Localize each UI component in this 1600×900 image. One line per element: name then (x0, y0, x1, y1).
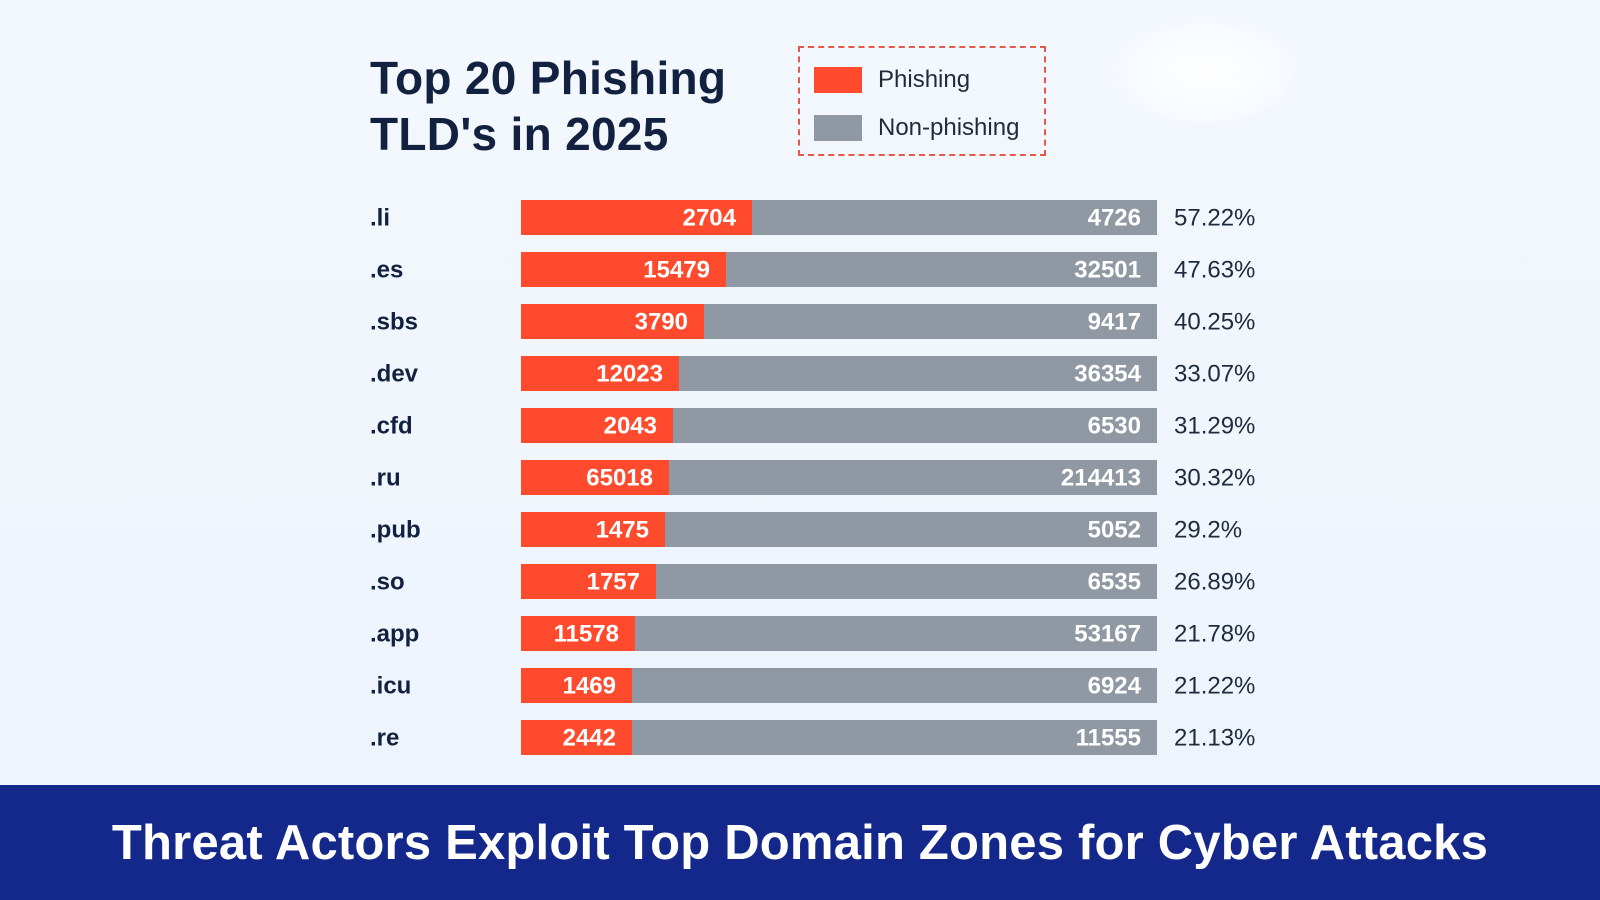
bar-non-phishing (673, 408, 1157, 443)
phishing-value-label: 2704 (683, 205, 737, 232)
bar-phishing (521, 200, 752, 235)
bar-phishing (521, 616, 635, 651)
tld-label: .li (370, 205, 390, 232)
percentage-label: 21.78% (1174, 621, 1255, 648)
phishing-value-label: 65018 (586, 465, 653, 492)
decorative-glow (1110, 18, 1300, 128)
tld-label: .dev (370, 361, 419, 388)
phishing-value-label: 2442 (563, 725, 616, 752)
tld-label: .icu (370, 673, 411, 700)
non-phishing-value-label: 6535 (1088, 569, 1141, 596)
chart-title-line-2: TLD's in 2025 (370, 108, 669, 160)
bar-non-phishing (726, 252, 1157, 287)
phishing-value-label: 1469 (563, 673, 616, 700)
bar-non-phishing (656, 564, 1157, 599)
phishing-value-label: 1757 (587, 569, 640, 596)
legend-label-phishing: Phishing (878, 66, 971, 93)
non-phishing-value-label: 11555 (1076, 725, 1141, 752)
tld-label: .re (370, 725, 399, 752)
chart-legend: Phishing Non-phishing (798, 46, 1046, 156)
bar-phishing (521, 356, 679, 391)
tld-label: .sbs (370, 309, 418, 336)
percentage-label: 30.32% (1174, 465, 1255, 492)
phishing-value-label: 3790 (635, 309, 688, 336)
non-phishing-value-label: 53167 (1074, 621, 1141, 648)
tld-label: .cfd (370, 413, 413, 440)
non-phishing-value-label: 5052 (1088, 517, 1141, 544)
tld-label: .so (370, 569, 405, 596)
bar-non-phishing (669, 460, 1157, 495)
tld-label: .ru (370, 465, 401, 492)
phishing-value-label: 15479 (643, 257, 710, 284)
non-phishing-value-label: 6924 (1088, 673, 1142, 700)
bar-non-phishing (665, 512, 1157, 547)
phishing-value-label: 12023 (596, 361, 663, 388)
bar-phishing (521, 512, 665, 547)
legend-swatch-phishing (814, 67, 862, 93)
non-phishing-value-label: 4726 (1088, 205, 1141, 232)
bar-phishing (521, 460, 669, 495)
legend-item-phishing: Phishing (814, 66, 970, 94)
bar-non-phishing (704, 304, 1157, 339)
percentage-label: 21.22% (1174, 673, 1255, 700)
tld-label: .pub (370, 517, 421, 544)
percentage-label: 31.29% (1174, 413, 1255, 440)
headline-banner: Threat Actors Exploit Top Domain Zones f… (0, 785, 1600, 900)
bar-phishing (521, 304, 704, 339)
bar-phishing (521, 252, 726, 287)
tld-label: .es (370, 257, 403, 284)
tld-label: .app (370, 621, 419, 648)
legend-item-non-phishing: Non-phishing (814, 114, 1019, 142)
percentage-label: 29.2% (1174, 517, 1242, 544)
bar-non-phishing (752, 200, 1157, 235)
bar-phishing (521, 408, 673, 443)
phishing-value-label: 1475 (596, 517, 649, 544)
percentage-label: 21.13% (1174, 725, 1255, 752)
legend-label-non-phishing: Non-phishing (878, 114, 1020, 141)
bar-non-phishing (632, 720, 1157, 755)
bar-non-phishing (635, 616, 1157, 651)
phishing-value-label: 2043 (604, 413, 657, 440)
legend-swatch-non-phishing (814, 115, 862, 141)
percentage-label: 57.22% (1174, 205, 1255, 232)
percentage-label: 26.89% (1174, 569, 1255, 596)
non-phishing-value-label: 214413 (1061, 465, 1141, 492)
non-phishing-value-label: 36354 (1074, 361, 1141, 388)
percentage-label: 33.07% (1174, 361, 1255, 388)
bar-phishing (521, 720, 632, 755)
bar-non-phishing (632, 668, 1157, 703)
chart-area (0, 0, 1600, 785)
headline-text: Threat Actors Exploit Top Domain Zones f… (111, 815, 1489, 870)
non-phishing-value-label: 32501 (1074, 257, 1141, 284)
chart-title-line-1: Top 20 Phishing (370, 52, 727, 104)
bar-phishing (521, 668, 632, 703)
percentage-label: 47.63% (1174, 257, 1255, 284)
phishing-value-label: 11578 (554, 621, 619, 648)
bar-non-phishing (679, 356, 1157, 391)
percentage-label: 40.25% (1174, 309, 1255, 336)
bar-phishing (521, 564, 656, 599)
stacked-bar-chart: .li 2704 4726 57.22% .es 15479 32501 47.63% .sbs… (370, 200, 1255, 755)
non-phishing-value-label: 9417 (1088, 309, 1141, 336)
non-phishing-value-label: 6530 (1088, 413, 1141, 440)
chart-title: Top 20 Phishing TLD's in 2025 (370, 50, 790, 162)
